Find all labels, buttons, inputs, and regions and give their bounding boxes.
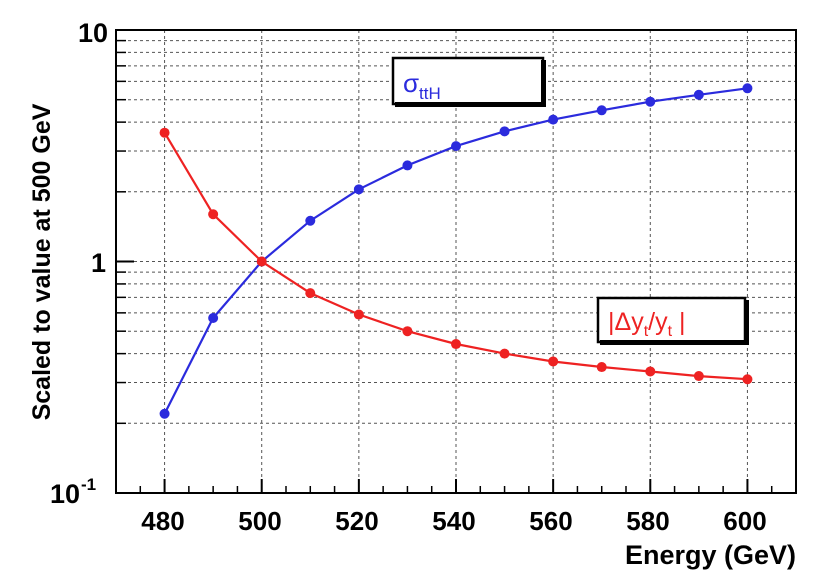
data-point-sigma_ttH: [693, 89, 704, 100]
legend-delta-part: /y: [648, 308, 668, 336]
legend-delta-part: |Δy: [608, 308, 644, 336]
data-point-sigma_ttH: [499, 126, 510, 137]
data-point-sigma_ttH: [548, 114, 559, 125]
legend-delta-yt: |Δyt/yt |: [596, 296, 749, 345]
data-point-sigma_ttH: [645, 96, 656, 107]
x-axis-title: Energy (GeV): [625, 540, 796, 570]
legend-sigma-subscript: ttH: [419, 84, 441, 103]
data-point-delta_yt_over_yt: [451, 339, 461, 350]
legend-box: [596, 296, 747, 344]
data-point-delta_yt_over_yt: [548, 356, 559, 367]
data-point-sigma_ttH: [742, 83, 753, 94]
x-tick-label: 480: [141, 506, 184, 536]
data-point-sigma_ttH: [159, 408, 170, 419]
data-point-delta_yt_over_yt: [693, 371, 704, 382]
data-point-delta_yt_over_yt: [742, 374, 753, 385]
x-tick-label: 520: [335, 506, 378, 536]
data-point-delta_yt_over_yt: [208, 209, 219, 220]
data-point-delta_yt_over_yt: [645, 366, 656, 377]
data-point-sigma_ttH: [451, 141, 461, 152]
x-tick-label: 600: [723, 506, 766, 536]
legend-sigma-label: σttH: [403, 68, 441, 103]
data-point-delta_yt_over_yt: [596, 362, 607, 373]
x-tick-label: 500: [238, 506, 281, 536]
data-point-sigma_ttH: [402, 160, 413, 171]
data-point-sigma_ttH: [208, 313, 219, 324]
series-layer: [159, 83, 753, 419]
x-tick-labels: 480 500 520 540 560 580 600: [141, 506, 766, 536]
y-tick-label-0.1-exponent: -1: [81, 475, 96, 494]
data-point-sigma_ttH: [353, 184, 364, 195]
legend-shadow: [541, 60, 546, 107]
legend-shadow: [395, 102, 545, 107]
y-tick-label-10: 10: [78, 18, 108, 48]
data-point-delta_yt_over_yt: [353, 309, 364, 320]
data-point-sigma_ttH: [305, 215, 316, 226]
x-tick-label: 580: [626, 506, 669, 536]
legend-delta-part: |: [672, 308, 685, 336]
legend-delta-subscript: t: [644, 323, 649, 340]
axis-ticks: [116, 39, 773, 493]
legend-delta-subscript: t: [668, 323, 673, 340]
legend-shadow: [600, 340, 749, 345]
x-tick-label: 540: [432, 506, 475, 536]
x-tick-label: 560: [529, 506, 572, 536]
legend-shadow: [744, 300, 749, 345]
legend-sigma-tth: σttH: [391, 56, 546, 107]
data-point-sigma_ttH: [596, 105, 607, 116]
legend-sigma-symbol: σ: [403, 68, 419, 98]
y-tick-label-1: 1: [91, 248, 106, 278]
data-point-delta_yt_over_yt: [402, 326, 413, 337]
data-point-delta_yt_over_yt: [305, 288, 316, 299]
data-point-delta_yt_over_yt: [159, 127, 170, 138]
data-point-delta_yt_over_yt: [256, 256, 267, 267]
data-point-delta_yt_over_yt: [499, 348, 510, 359]
y-axis-title: Scaled to value at 500 GeV: [28, 103, 56, 420]
y-tick-label-0.1-base: 10: [50, 479, 80, 509]
legend-delta-label: |Δyt/yt |: [608, 308, 686, 340]
